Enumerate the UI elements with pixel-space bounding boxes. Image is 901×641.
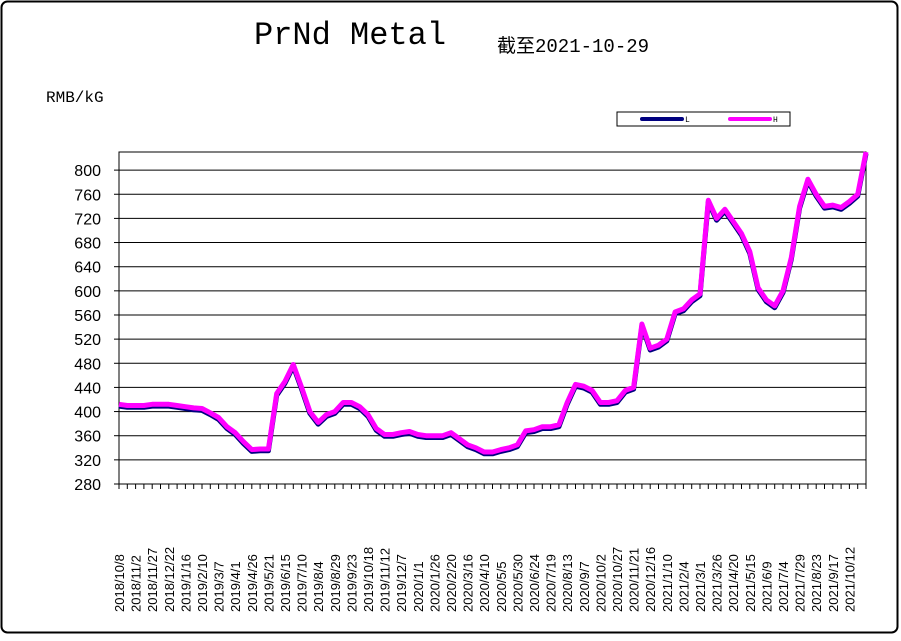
x-tick-label: 2020/1/1 (411, 561, 426, 612)
y-tick-label: 640 (74, 260, 101, 277)
y-axis-label: RMB/kG (46, 89, 104, 107)
x-tick-label: 2021/3/1 (693, 561, 708, 612)
x-tick-label: 2020/8/13 (560, 554, 575, 612)
legend-label: H (773, 116, 778, 125)
y-tick-label: 560 (74, 308, 101, 325)
x-tick-label: 2020/11/21 (627, 548, 642, 612)
x-tick-label: 2021/6/9 (759, 561, 774, 612)
y-tick-label: 320 (74, 453, 101, 470)
x-tick-label: 2021/4/20 (726, 554, 741, 612)
y-tick-label: 760 (74, 187, 101, 204)
y-tick-label: 720 (74, 211, 101, 228)
x-tick-label: 2021/1/10 (660, 554, 675, 612)
x-tick-label: 2019/4/26 (245, 554, 260, 612)
x-tick-label: 2020/7/19 (544, 554, 559, 612)
x-tick-label: 2020/6/24 (527, 554, 542, 612)
x-tick-label: 2020/12/16 (643, 547, 658, 612)
y-tick-label: 520 (74, 332, 101, 349)
x-tick-label: 2021/5/15 (743, 554, 758, 612)
y-tick-label: 680 (74, 236, 101, 253)
x-tick-label: 2020/1/26 (427, 554, 442, 612)
x-tick-label: 2018/11/27 (145, 548, 160, 612)
x-tick-label: 2019/10/18 (361, 547, 376, 612)
x-tick-label: 2018/12/22 (162, 547, 177, 612)
x-tick-label: 2020/3/16 (461, 554, 476, 612)
x-tick-label: 2019/8/4 (311, 561, 326, 612)
x-tick-label: 2019/4/1 (228, 561, 243, 612)
legend-box (616, 111, 791, 127)
x-tick-label: 2021/10/12 (842, 547, 857, 612)
x-tick-label: 2019/11/12 (378, 548, 393, 612)
x-tick-label: 2019/9/23 (344, 554, 359, 612)
x-tick-label: 2018/10/8 (112, 554, 127, 612)
y-tick-label: 360 (74, 429, 101, 446)
x-tick-label: 2020/9/7 (577, 561, 592, 612)
x-tick-label: 2019/3/7 (212, 561, 227, 612)
x-tick-label: 2020/4/10 (477, 554, 492, 612)
y-tick-label: 480 (74, 356, 101, 373)
legend-label: L (685, 116, 690, 125)
x-tick-label: 2021/8/23 (809, 554, 824, 612)
y-tick-label: 440 (74, 380, 101, 397)
y-tick-label: 800 (74, 163, 101, 180)
x-tick-label: 2020/5/30 (510, 554, 525, 612)
x-tick-label: 2019/8/29 (328, 554, 343, 612)
x-tick-label: 2021/2/4 (676, 561, 691, 612)
x-tick-label: 2019/2/10 (195, 554, 210, 612)
x-tick-label: 2021/9/17 (826, 554, 841, 612)
x-tick-label: 2019/6/15 (278, 554, 293, 612)
x-tick-label: 2019/1/16 (178, 554, 193, 612)
x-tick-label: 2020/10/2 (593, 554, 608, 612)
x-tick-label: 2019/7/10 (295, 554, 310, 612)
x-tick-label: 2021/7/29 (793, 554, 808, 612)
x-tick-label: 2018/11/2 (129, 555, 144, 612)
x-tick-label: 2021/3/26 (710, 554, 725, 612)
x-tick-label: 2021/7/4 (776, 561, 791, 612)
x-tick-label: 2019/12/7 (394, 554, 409, 612)
chart-title: PrNd Metal (254, 17, 446, 54)
x-tick-label: 2019/5/21 (261, 554, 276, 612)
plot-area (118, 151, 867, 485)
x-tick-label: 2020/5/5 (494, 561, 509, 612)
y-tick-label: 400 (74, 405, 101, 422)
x-tick-label: 2020/2/20 (444, 554, 459, 612)
y-tick-label: 280 (74, 477, 101, 494)
series-line (118, 151, 869, 455)
chart-subtitle: 截至2021-10-29 (497, 35, 649, 58)
y-tick-label: 600 (74, 284, 101, 301)
x-tick-label: 2020/10/27 (610, 547, 625, 612)
